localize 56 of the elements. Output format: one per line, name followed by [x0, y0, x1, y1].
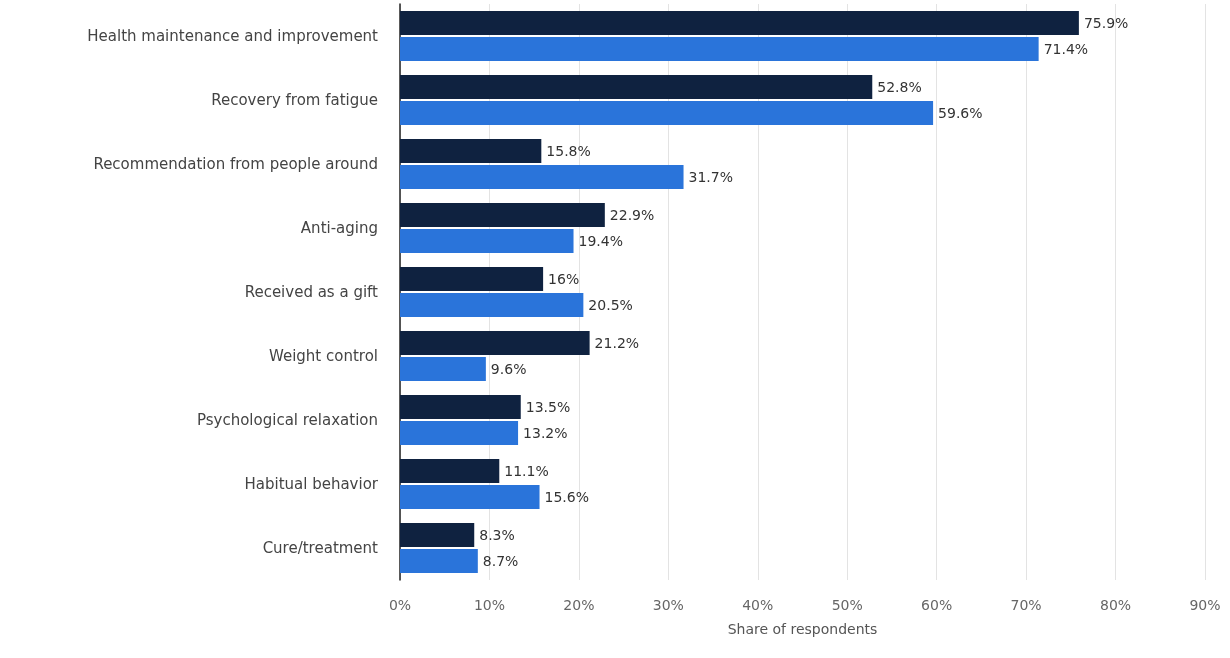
data-label: 11.1%: [504, 463, 549, 480]
x-tick-label: 90%: [1189, 597, 1221, 613]
data-label: 16%: [548, 271, 580, 288]
bar: [400, 228, 574, 253]
x-tick-label: 80%: [1099, 597, 1132, 613]
x-tick-label: 30%: [652, 597, 684, 613]
bar: [400, 395, 521, 420]
bar: [400, 420, 519, 445]
y-tick-label: Anti-aging: [300, 219, 378, 237]
data-label: 22.9%: [609, 207, 655, 224]
y-tick-label: Cure/treatment: [262, 539, 379, 557]
x-tick-label: 20%: [563, 597, 595, 613]
data-label: 15.8%: [546, 143, 591, 160]
x-tick-label: 50%: [831, 597, 863, 613]
y-tick-label: Psychological relaxation: [196, 411, 378, 429]
x-tick-label: 60%: [921, 597, 953, 613]
data-label: 13.5%: [525, 399, 571, 416]
bar: [400, 75, 873, 100]
x-axis-title: Share of respondents: [727, 621, 878, 637]
bar: [400, 100, 934, 125]
x-tick-label: 70%: [1010, 597, 1042, 613]
y-tick-label: Habitual behavior: [244, 475, 379, 493]
data-label: 15.6%: [544, 488, 590, 505]
x-tick-label: 40%: [742, 597, 774, 613]
data-label: 52.8%: [877, 79, 922, 96]
y-tick-label: Received as a gift: [244, 283, 379, 301]
data-label: 9.6%: [490, 360, 527, 377]
x-tick-label: 0%: [388, 597, 412, 613]
data-label: 19.4%: [578, 232, 624, 249]
bar: [400, 267, 544, 292]
bar: [400, 139, 542, 164]
bar: [400, 459, 500, 484]
data-label: 75.9%: [1083, 15, 1129, 32]
y-tick-label: Recommendation from people around: [93, 155, 378, 173]
data-label: 8.3%: [479, 527, 515, 544]
bar: [400, 484, 540, 509]
bar: [400, 11, 1079, 36]
bar: [400, 548, 478, 573]
y-tick-label: Weight control: [268, 347, 378, 365]
data-label: 20.5%: [588, 296, 633, 313]
data-label: 13.2%: [523, 424, 568, 441]
bar: [400, 164, 684, 189]
data-label: 59.6%: [938, 104, 983, 121]
y-tick-label: Recovery from fatigue: [211, 91, 378, 109]
x-tick-label: 10%: [473, 597, 506, 613]
data-label: 21.2%: [594, 335, 640, 352]
bar: [400, 36, 1039, 61]
data-label: 31.7%: [688, 168, 734, 185]
data-label: 71.4%: [1043, 40, 1089, 57]
y-tick-label: Health maintenance and improvement: [87, 27, 379, 45]
bar: [400, 331, 590, 356]
bar: [400, 356, 486, 381]
bar: [400, 523, 475, 548]
bar: [400, 292, 584, 317]
bar: [400, 203, 605, 228]
data-label: 8.7%: [482, 552, 519, 569]
